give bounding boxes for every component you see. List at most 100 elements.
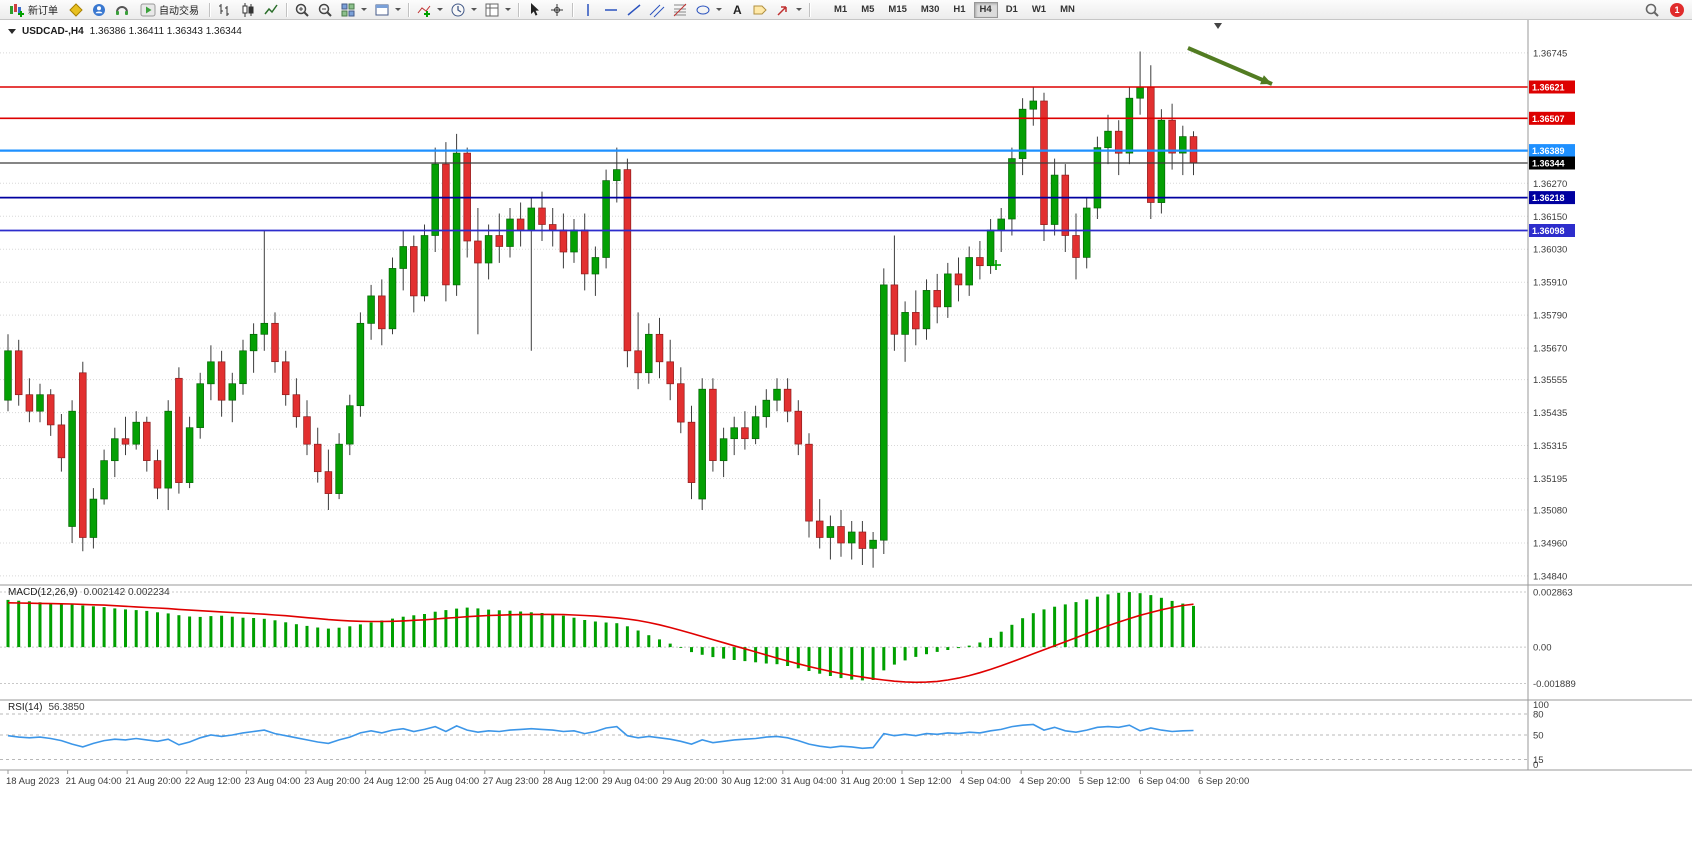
chart-title: USDCAD-,H4 xyxy=(22,26,84,37)
new-order-icon xyxy=(9,2,25,18)
svg-text:1.35790: 1.35790 xyxy=(1533,311,1567,322)
vertical-line-button[interactable] xyxy=(577,1,599,19)
timeframe-d1-button[interactable]: D1 xyxy=(1000,2,1024,18)
svg-text:4 Sep 04:00: 4 Sep 04:00 xyxy=(960,776,1011,787)
timeframe-m15-button[interactable]: M15 xyxy=(882,2,912,18)
market-button[interactable] xyxy=(111,1,133,19)
one-click-trading-toggle-icon[interactable] xyxy=(8,29,16,34)
timeframe-m5-button[interactable]: M5 xyxy=(855,2,880,18)
chevron-down-icon xyxy=(471,8,477,11)
svg-text:1.36344: 1.36344 xyxy=(1532,159,1565,169)
fibonacci-icon xyxy=(672,2,688,18)
trendline-icon xyxy=(626,2,642,18)
annotations-layer xyxy=(991,23,1273,270)
chevron-down-icon xyxy=(796,8,802,11)
svg-text:-0.001889: -0.001889 xyxy=(1533,679,1576,690)
svg-text:A: A xyxy=(733,3,742,17)
macd-pane: 0.002863 0.00 -0.001889 xyxy=(0,588,1576,690)
horizontal-line-button[interactable] xyxy=(600,1,622,19)
macd-label-row: MACD(12,26,9) 0.002142 0.002234 xyxy=(8,587,170,598)
svg-text:1.36270: 1.36270 xyxy=(1533,179,1567,190)
auto-trading-icon xyxy=(140,2,156,18)
auto-trading-button[interactable]: 自动交易 xyxy=(134,1,205,19)
svg-text:1.36507: 1.36507 xyxy=(1532,114,1565,124)
candles-layer xyxy=(4,51,1198,568)
cursor-button[interactable] xyxy=(523,1,545,19)
timeframe-w1-button[interactable]: W1 xyxy=(1026,2,1052,18)
horizontal-line-icon xyxy=(603,2,619,18)
chart-window: 0.002863 0.00 -0.001889 100 80 50 15 0 1.36745 1.… xyxy=(0,20,1692,852)
timeframe-m1-button[interactable]: M1 xyxy=(828,2,853,18)
timeframe-h4-button[interactable]: H4 xyxy=(973,1,998,18)
svg-text:31 Aug 04:00: 31 Aug 04:00 xyxy=(781,776,837,787)
svg-text:1.35435: 1.35435 xyxy=(1533,408,1567,419)
crosshair-icon xyxy=(549,2,565,18)
indicators-button[interactable] xyxy=(413,1,446,19)
templates-button[interactable] xyxy=(481,1,514,19)
svg-text:1.35315: 1.35315 xyxy=(1533,441,1567,452)
svg-text:23 Aug 20:00: 23 Aug 20:00 xyxy=(304,776,360,787)
svg-text:6 Sep 04:00: 6 Sep 04:00 xyxy=(1138,776,1189,787)
rsi-label-row: RSI(14) 56.3850 xyxy=(8,702,85,713)
text-button[interactable]: A xyxy=(726,1,748,19)
metaeditor-button[interactable] xyxy=(65,1,87,19)
macd-values: 0.002142 0.002234 xyxy=(83,587,170,598)
svg-text:21 Aug 04:00: 21 Aug 04:00 xyxy=(66,776,122,787)
line-chart-button[interactable] xyxy=(260,1,282,19)
timeframe-m30-button[interactable]: M30 xyxy=(915,2,945,18)
shapes-button[interactable] xyxy=(692,1,725,19)
svg-text:29 Aug 20:00: 29 Aug 20:00 xyxy=(662,776,718,787)
candlestick-chart-button[interactable] xyxy=(237,1,259,19)
timeframe-mn-button[interactable]: MN xyxy=(1054,2,1081,18)
search-button[interactable] xyxy=(1641,1,1663,19)
crosshair-button[interactable] xyxy=(546,1,568,19)
chevron-down-icon xyxy=(437,8,443,11)
text-label-button[interactable] xyxy=(749,1,771,19)
toolbar-separator xyxy=(408,2,409,17)
notification-badge[interactable]: 1 xyxy=(1670,2,1684,17)
zoom-out-icon xyxy=(317,2,333,18)
tile-windows-button[interactable] xyxy=(337,1,370,19)
fibonacci-button[interactable] xyxy=(669,1,691,19)
svg-text:27 Aug 23:00: 27 Aug 23:00 xyxy=(483,776,539,787)
headset-icon xyxy=(114,2,130,18)
svg-text:100: 100 xyxy=(1533,700,1549,711)
bar-chart-button[interactable] xyxy=(214,1,236,19)
svg-text:6 Sep 20:00: 6 Sep 20:00 xyxy=(1198,776,1249,787)
svg-text:1.35670: 1.35670 xyxy=(1533,344,1567,355)
svg-text:23 Aug 04:00: 23 Aug 04:00 xyxy=(244,776,300,787)
zoom-in-icon xyxy=(294,2,310,18)
time-axis: 18 Aug 2023 21 Aug 04:00 21 Aug 20:00 22 Au… xyxy=(6,770,1249,787)
clock-icon xyxy=(450,2,466,18)
new-order-button[interactable]: 新订单 xyxy=(3,1,64,19)
tile-windows-icon xyxy=(340,2,356,18)
zoom-in-button[interactable] xyxy=(291,1,313,19)
trendline-button[interactable] xyxy=(623,1,645,19)
toolbar-separator xyxy=(518,2,519,17)
indicators-icon xyxy=(416,2,432,18)
green-arrow-annotation xyxy=(1260,75,1272,85)
svg-text:1.36150: 1.36150 xyxy=(1533,212,1567,223)
new-chart-button[interactable] xyxy=(371,1,404,19)
community-icon xyxy=(91,2,107,18)
channel-icon xyxy=(649,2,665,18)
zoom-out-button[interactable] xyxy=(314,1,336,19)
candlestick-chart-icon xyxy=(240,2,256,18)
line-chart-icon xyxy=(263,2,279,18)
text-icon: A xyxy=(729,2,745,18)
svg-text:1.35555: 1.35555 xyxy=(1533,375,1567,386)
chart-title-row: USDCAD-,H4 1.36386 1.36411 1.36343 1.363… xyxy=(8,26,242,37)
toolbar-separator xyxy=(286,2,287,17)
level-lines-layer xyxy=(0,86,1528,232)
bar-chart-icon xyxy=(217,2,233,18)
toolbar-separator xyxy=(809,2,810,17)
svg-text:22 Aug 12:00: 22 Aug 12:00 xyxy=(185,776,241,787)
periods-button[interactable] xyxy=(447,1,480,19)
arrows-button[interactable] xyxy=(772,1,805,19)
svg-text:1.36745: 1.36745 xyxy=(1533,48,1567,59)
metaeditor-icon xyxy=(68,2,84,18)
channel-button[interactable] xyxy=(646,1,668,19)
chart-canvas[interactable]: 0.0028630.00-0.00188910080501501.367451.… xyxy=(0,20,1692,852)
timeframe-h1-button[interactable]: H1 xyxy=(947,2,971,18)
community-button[interactable] xyxy=(88,1,110,19)
